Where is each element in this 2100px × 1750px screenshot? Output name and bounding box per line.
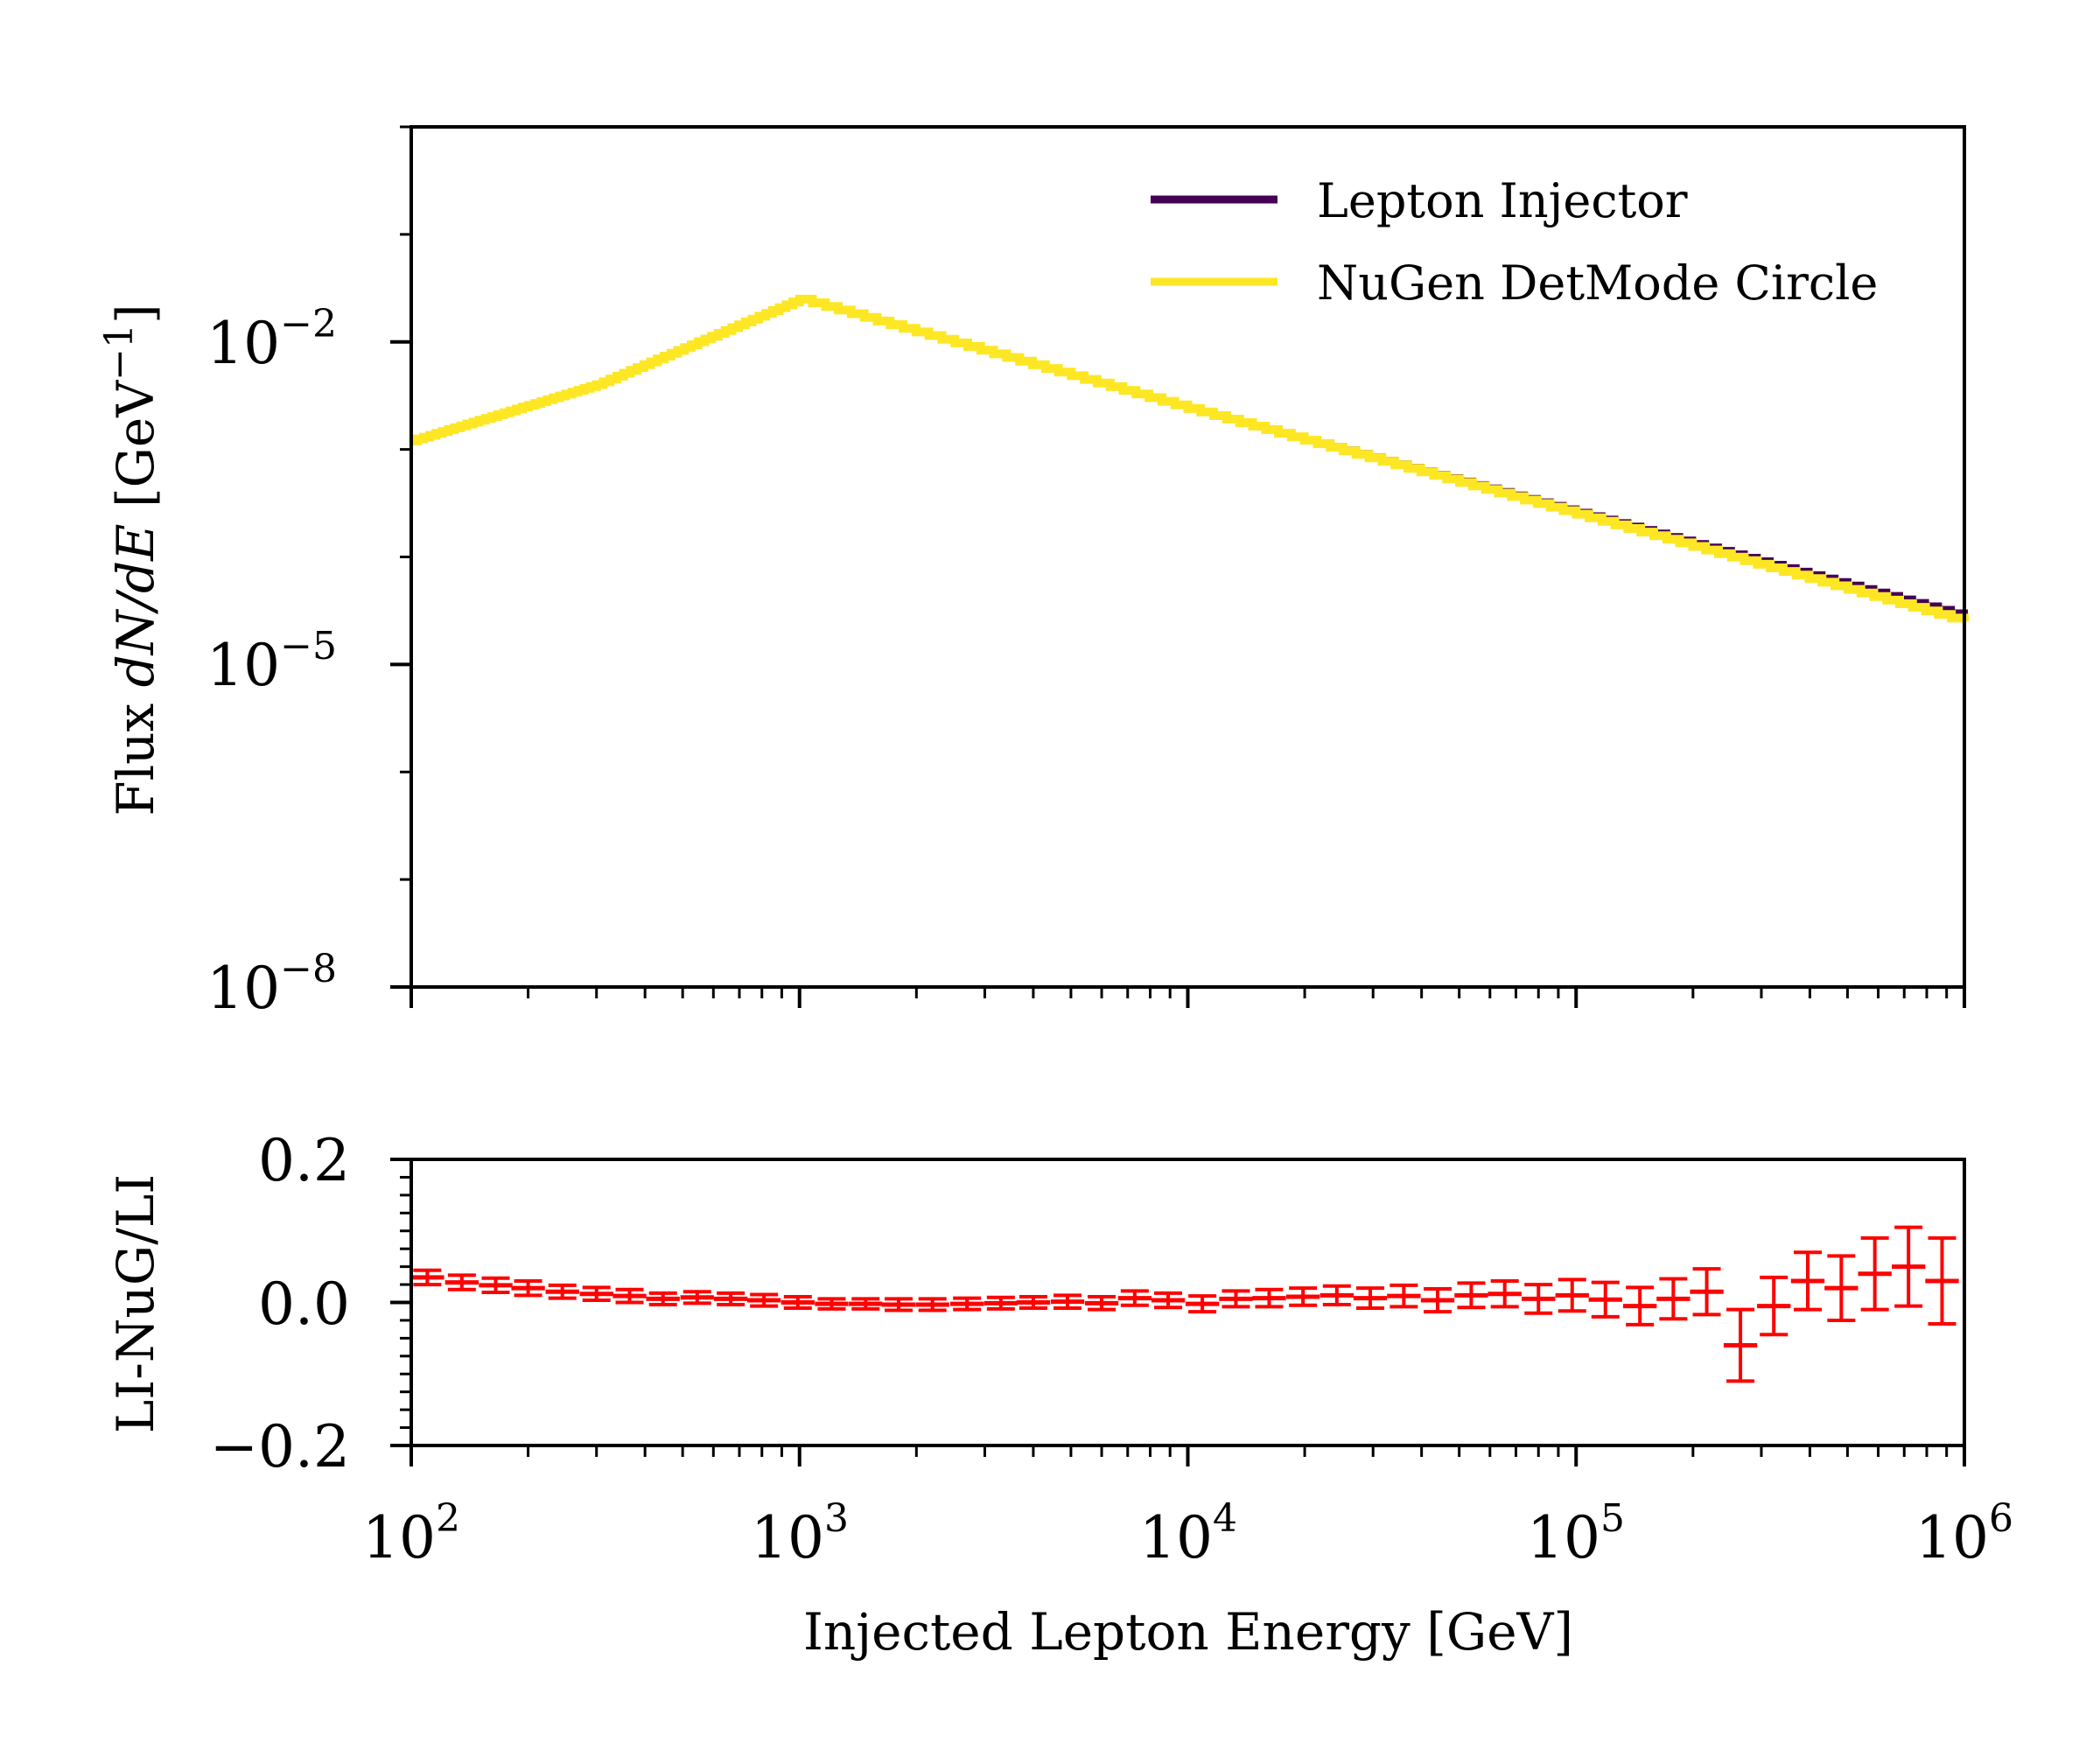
flux-panel: 10−8 10−5 10−2 Flux dN/dE [GeV−1] Lepton… [97,125,1969,1022]
flux-ytick-label-1e-5: 10−5 [206,624,337,699]
ratio-point [1588,1280,1622,1319]
ratio-point [1858,1236,1892,1312]
ratio-point [1320,1284,1354,1306]
ratio-point [1219,1289,1253,1309]
ratio-point [579,1285,613,1303]
ratio-point [1891,1225,1926,1308]
ratio-point [915,1297,949,1312]
x-axis-title: Injected Lepton Energy [GeV] [803,1602,1573,1662]
ratio-ytick-label-0.0: 0.0 [258,1270,350,1338]
ratio-point [1488,1278,1522,1309]
flux-series-lepton-injector [411,295,1968,617]
ratio-point [511,1278,545,1298]
ratio-ytick-label-minus-0.2: −0.2 [210,1413,350,1480]
ratio-point [1420,1286,1455,1314]
ratio-point [1454,1281,1488,1310]
ratio-point [1555,1278,1589,1313]
ratio-point [780,1294,815,1311]
flux-series-nugen-detmode-circle [411,294,1969,623]
ratio-point [1623,1285,1657,1326]
ratio-y-axis-title: LI-NuG/LI [106,1174,165,1433]
flux-ytick-label-1e-2: 10−2 [206,302,337,377]
xtick-label-1e6: 106 [1915,1496,2013,1572]
ratio-point [1252,1287,1286,1309]
ratio-point [1050,1293,1085,1311]
ratio-x-ticks [410,1446,1966,1466]
ratio-point [1925,1236,1959,1326]
ratio-point [950,1296,984,1312]
ratio-point [1387,1283,1421,1309]
ratio-point [1016,1294,1051,1311]
ratio-point [1185,1294,1220,1314]
ratio-point [746,1292,781,1308]
xtick-label-1e4: 104 [1139,1496,1237,1572]
ratio-point [479,1276,513,1295]
legend-label-nugen: NuGen DetMode Circle [1317,256,1878,311]
ratio-point [1151,1291,1186,1310]
ratio-point [1757,1275,1791,1337]
ratio-point [410,1268,444,1287]
ratio-point [815,1297,849,1311]
ratio-point [1522,1283,1556,1315]
xtick-label-1e2: 102 [362,1496,460,1572]
flux-series-lines [411,294,1969,623]
xtick-label-1e3: 103 [751,1496,849,1572]
ratio-panel: 0.2 0.0 −0.2 102 103 104 105 106 LI-NuG/… [106,1127,2013,1662]
ratio-point [713,1291,748,1306]
ratio-point [1084,1294,1119,1312]
ratio-error-bars [410,1225,1959,1383]
ratio-point [680,1290,714,1306]
ratio-point [1690,1267,1724,1317]
ratio-point [849,1297,883,1311]
flux-y-ticks [390,125,411,989]
ratio-point [612,1287,647,1305]
ratio-point [1656,1277,1690,1321]
ratio-point [881,1297,916,1312]
flux-ytick-label-1e-8: 10−8 [206,947,337,1022]
xtick-label-1e5: 105 [1527,1496,1625,1572]
ratio-point [1285,1286,1320,1307]
legend-label-lepton-injector: Lepton Injector [1317,173,1688,228]
ratio-point [1117,1289,1152,1307]
ratio-point [1790,1250,1825,1312]
legend: Lepton Injector NuGen DetMode Circle [1151,173,1878,311]
ratio-ytick-label-0.2: 0.2 [258,1127,350,1194]
ratio-point [444,1273,479,1292]
ratio-point [1824,1254,1858,1322]
ratio-point [1353,1286,1388,1311]
ratio-point [646,1291,680,1306]
ratio-point [545,1283,579,1300]
ratio-point [1723,1307,1758,1383]
flux-x-ticks [410,987,1966,1008]
flux-y-axis-title: Flux dN/dE [GeV−1] [97,304,165,816]
ratio-y-ticks [390,1158,411,1447]
ratio-point [984,1295,1018,1311]
